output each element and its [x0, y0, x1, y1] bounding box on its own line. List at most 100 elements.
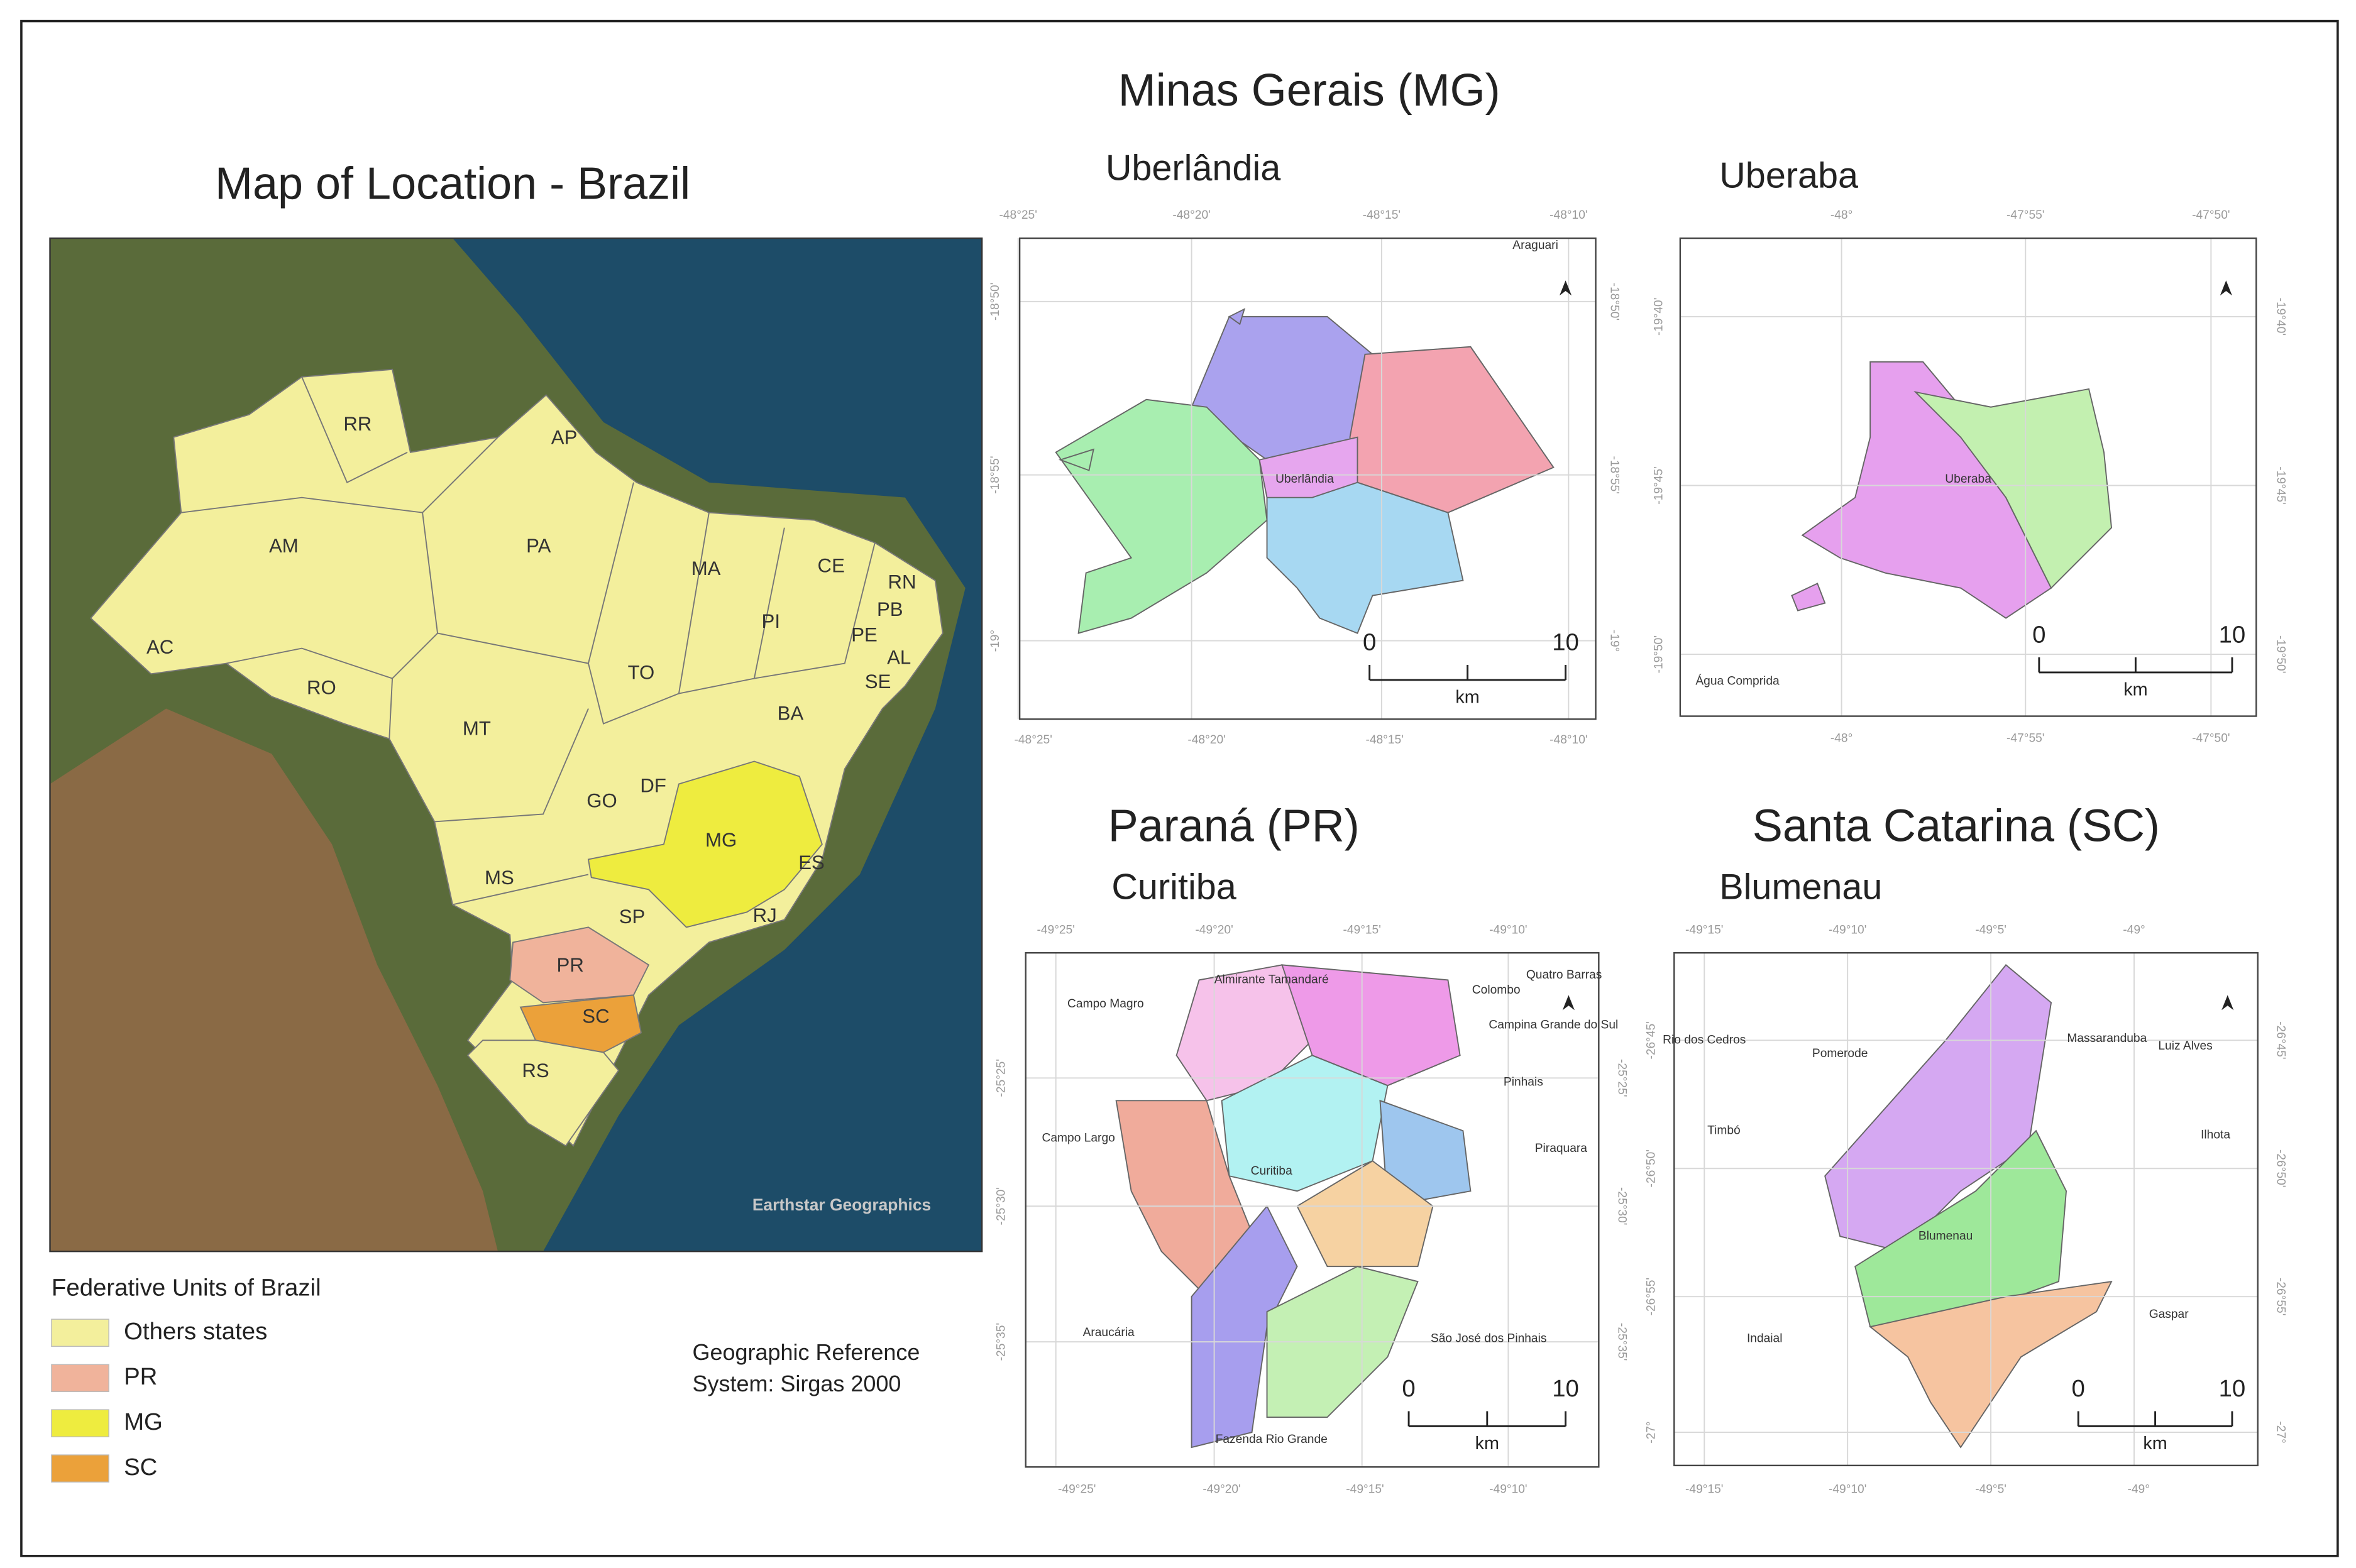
- coord-label: -18°55': [989, 456, 1002, 493]
- coord-label: -49°15': [1346, 1483, 1384, 1496]
- place-label: Rio dos Cedros: [1663, 1033, 1746, 1046]
- state-label: GO: [586, 790, 617, 812]
- state-label: SP: [619, 906, 646, 928]
- panel-frame: [1673, 951, 2259, 1467]
- state-label: SC: [582, 1006, 609, 1028]
- north-arrow: [2221, 995, 2234, 1011]
- coord-label: -25°35': [994, 1323, 1008, 1361]
- coord-label: -47°55': [2006, 209, 2044, 222]
- place-label: Araguari: [1512, 239, 1558, 252]
- state-label: RR: [343, 413, 372, 435]
- scale-unit: km: [1455, 687, 1479, 707]
- panel-title: Uberaba: [1719, 155, 1859, 195]
- place-label: São José dos Pinhais: [1431, 1332, 1547, 1345]
- scale-label: 0: [2032, 622, 2045, 649]
- state-label: ES: [798, 852, 825, 874]
- coord-label: -19°50': [2274, 635, 2287, 673]
- coord-label: -26°55': [2274, 1278, 2287, 1315]
- panel-title: Uberlândia: [1106, 148, 1281, 188]
- place-label: Fazenda Rio Grande: [1216, 1433, 1328, 1446]
- place-label: Almirante Tamandaré: [1214, 973, 1329, 986]
- place-label: Araucária: [1083, 1326, 1135, 1339]
- place-label: Timbó: [1707, 1124, 1741, 1137]
- state-label: PB: [877, 598, 903, 620]
- legend-label: SC: [124, 1454, 157, 1481]
- coord-label: -48°20': [1187, 733, 1225, 747]
- coord-label: -19°45': [2274, 466, 2287, 504]
- main-map: [49, 237, 983, 1253]
- place-label: Pinhais: [1504, 1076, 1543, 1089]
- curitiba-districts: [1115, 964, 1472, 1449]
- coord-label: -49°10': [1829, 1483, 1866, 1496]
- coord-label: -26°55': [1644, 1278, 1658, 1315]
- state-label: AC: [146, 636, 173, 658]
- coord-label: -25°25': [994, 1059, 1008, 1097]
- place-label: Curitiba: [1251, 1165, 1292, 1178]
- state-label: AP: [551, 426, 578, 448]
- scale-unit: km: [2123, 679, 2147, 699]
- coord-label: -26°50': [1644, 1149, 1658, 1187]
- state-label: MT: [463, 717, 491, 739]
- coord-label: -49°25': [1058, 1483, 1096, 1496]
- scale-label: 10: [1552, 629, 1579, 656]
- state-mg: [587, 760, 823, 928]
- section-title: Paraná (PR): [1108, 801, 1360, 851]
- legend-label: MG: [124, 1408, 163, 1435]
- reference-text: System: Sirgas 2000: [693, 1371, 901, 1396]
- coord-label: -48°: [1830, 732, 1852, 745]
- state-label: RJ: [753, 904, 777, 926]
- coord-label: -26°50': [2274, 1149, 2287, 1187]
- uberaba-districts: [1791, 361, 2113, 619]
- coord-label: -49°5': [1975, 1483, 2006, 1496]
- coord-label: -19°: [989, 630, 1002, 652]
- coord-label: -49°20': [1195, 923, 1233, 936]
- map-title: Map of Location - Brazil: [215, 158, 690, 209]
- coord-label: -49°5': [1975, 923, 2006, 936]
- place-label: Água Comprida: [1695, 674, 1780, 688]
- coord-label: -26°45': [2274, 1021, 2287, 1059]
- outer-frame: [20, 19, 2339, 1557]
- scale-label: 10: [2219, 622, 2246, 649]
- legend-swatch: [51, 1454, 109, 1483]
- place-label: Uberlândia: [1275, 473, 1334, 486]
- legend-swatch: [51, 1409, 109, 1438]
- coord-label: -25°30': [1615, 1187, 1628, 1225]
- section-title: Minas Gerais (MG): [1118, 65, 1500, 116]
- place-label: Quatro Barras: [1526, 968, 1602, 982]
- legend-swatch: [51, 1364, 109, 1393]
- coord-label: -25°30': [994, 1187, 1008, 1225]
- scale-label: 0: [1402, 1375, 1415, 1402]
- place-label: Uberaba: [1945, 473, 1991, 486]
- coord-label: -49°20': [1203, 1483, 1240, 1496]
- state-borders: [181, 376, 876, 906]
- legend-title: Federative Units of Brazil: [52, 1274, 321, 1301]
- north-arrow: [1559, 280, 1572, 296]
- section-title: Santa Catarina (SC): [1753, 801, 2160, 851]
- coord-label: -47°50': [2192, 732, 2230, 745]
- coord-label: -47°55': [2006, 732, 2044, 745]
- coord-label: -48°: [1830, 209, 1852, 222]
- state-label: BA: [778, 702, 804, 724]
- state-label: TO: [628, 662, 655, 684]
- coord-label: -26°45': [1644, 1021, 1658, 1059]
- scale-unit: km: [1475, 1434, 1499, 1454]
- coord-label: -48°15': [1365, 733, 1403, 747]
- coord-label: -49°: [2123, 923, 2145, 936]
- state-label: PE: [851, 624, 878, 646]
- place-label: Campo Magro: [1067, 997, 1144, 1011]
- state-label: CE: [818, 554, 845, 576]
- reference-text: Geographic Reference: [693, 1339, 920, 1365]
- coord-label: -49°10': [1829, 923, 1866, 936]
- coord-label: -25°25': [1615, 1059, 1628, 1097]
- coord-label: -48°15': [1363, 209, 1401, 222]
- state-label: RN: [888, 571, 916, 593]
- panel-frame: [1025, 951, 1600, 1468]
- state-sc: [519, 994, 642, 1053]
- place-label: Piraquara: [1535, 1142, 1588, 1155]
- place-label: Blumenau: [1918, 1229, 1973, 1242]
- coord-label: -49°25': [1037, 923, 1074, 936]
- place-label: Campo Largo: [1042, 1131, 1115, 1144]
- coord-label: -25°35': [1615, 1323, 1628, 1361]
- coord-label: -19°: [1607, 630, 1621, 652]
- legend-label: Others states: [124, 1318, 267, 1345]
